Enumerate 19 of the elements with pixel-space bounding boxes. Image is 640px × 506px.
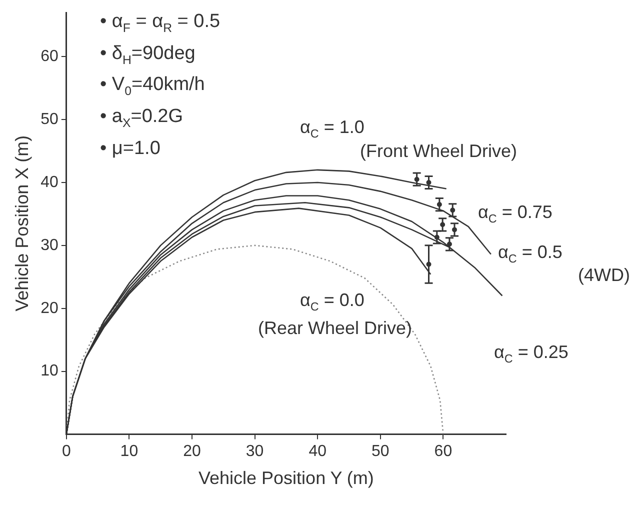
x-tick-label: 20: [183, 443, 201, 460]
x-tick-label: 60: [434, 443, 452, 460]
annotation: (Rear Wheel Drive): [258, 318, 412, 338]
y-tick-label: 10: [40, 362, 58, 380]
text: (4WD): [578, 265, 630, 285]
x-tick-label: 50: [372, 443, 390, 460]
y-tick-label: 50: [40, 110, 58, 128]
y-tick-label: 20: [40, 300, 58, 317]
y-tick-label: 30: [40, 236, 58, 254]
x-tick-label: 10: [120, 443, 138, 460]
annotation: (Front Wheel Drive): [360, 141, 518, 161]
x-axis-title: Vehicle Position Y (m): [198, 468, 374, 488]
x-tick-label: 0: [62, 443, 71, 460]
annotation: • μ=1.0: [100, 138, 160, 159]
y-tick-label: 60: [40, 48, 58, 66]
x-tick-label: 30: [246, 443, 264, 460]
y-axis-title: Vehicle Position X (m): [12, 135, 32, 312]
y-tick-label: 40: [40, 174, 58, 191]
x-tick-label: 40: [308, 443, 327, 460]
